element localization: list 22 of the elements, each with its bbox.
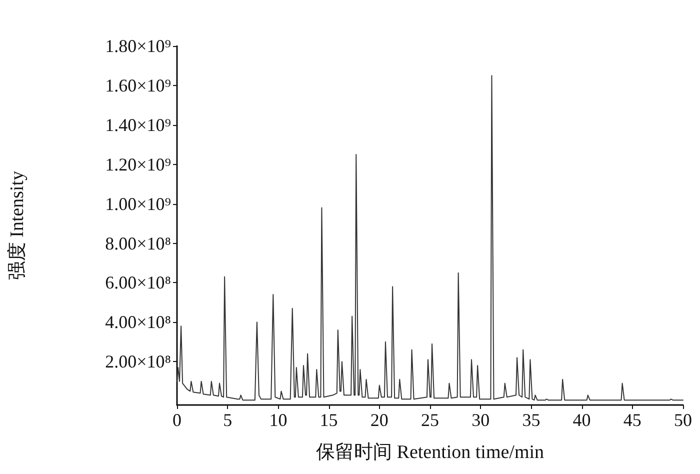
- x-tick-label: 40: [572, 410, 591, 430]
- y-axis-title: 强度 Intensity: [6, 170, 28, 280]
- y-tick-label: 4.00×10⁸: [105, 312, 171, 332]
- y-tick-label: 1.40×10⁹: [105, 114, 171, 135]
- x-axis-title: 保留时间 Retention time/min: [316, 442, 544, 463]
- y-tick-label: 6.00×10⁸: [105, 272, 171, 293]
- y-tick-label: 8.00×10⁸: [105, 233, 171, 254]
- x-tick-label: 20: [370, 410, 388, 430]
- y-tick-label: 1.60×10⁹: [105, 75, 171, 96]
- x-tick-label: 45: [623, 410, 642, 430]
- y-tick-label: 1.80×10⁹: [105, 36, 171, 56]
- x-tick-label: 15: [320, 410, 338, 430]
- x-tick-label: 25: [421, 410, 439, 430]
- x-tick-label: 30: [472, 410, 490, 430]
- x-tick-label: 35: [522, 410, 540, 430]
- x-tick-label: 50: [674, 410, 692, 430]
- y-tick-label: 1.20×10⁹: [105, 154, 171, 174]
- x-tick-label: 5: [223, 410, 232, 430]
- y-tick-label: 1.00×10⁹: [105, 194, 171, 214]
- x-tick-label: 0: [172, 410, 182, 430]
- y-tick-label: 2.00×10⁸: [105, 352, 171, 372]
- x-tick-label: 10: [269, 410, 288, 430]
